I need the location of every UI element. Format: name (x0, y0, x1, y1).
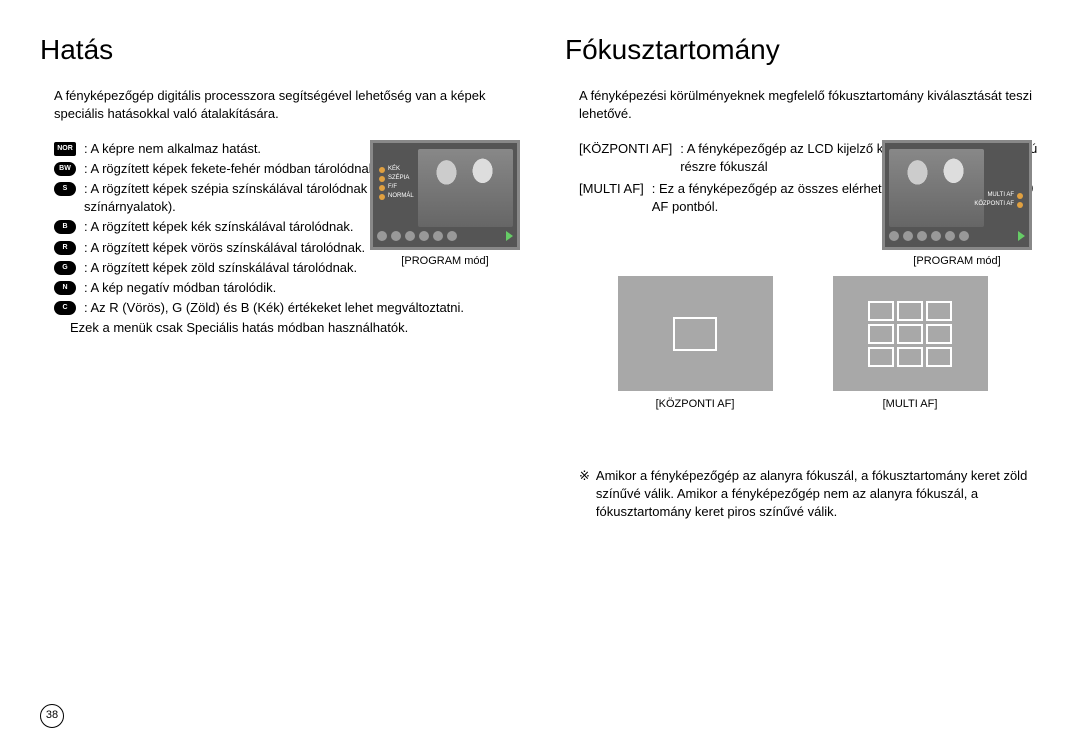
af-label: [KÖZPONTI AF] (579, 140, 672, 176)
left-intro: A fényképezőgép digitális processzora se… (40, 87, 515, 123)
lcd-photo-placeholder (889, 149, 984, 227)
effect-icon: BW (54, 162, 76, 176)
af-diagrams: [KÖZPONTI AF] [MULTI AF] (565, 276, 1040, 412)
mode-icon (959, 231, 969, 241)
play-icon (506, 231, 513, 241)
lcd-photo-placeholder (418, 149, 513, 227)
mode-icon (945, 231, 955, 241)
center-af-caption: [KÖZPONTI AF] (618, 397, 773, 412)
lcd-menu-item: NORMÁL (379, 192, 414, 201)
lcd-right-caption: [PROGRAM mód] (882, 254, 1032, 269)
effect-icon: N (54, 281, 76, 295)
lcd-menu-item: KÉK (379, 165, 414, 174)
effect-extra-line: Ezek a menük csak Speciális hatás módban… (70, 319, 515, 337)
lcd-left-menu: KÉKSZÉPIAF/FNORMÁL (379, 165, 414, 201)
center-af-rect (673, 317, 717, 351)
mode-icon (917, 231, 927, 241)
right-title: Fókusztartomány (565, 30, 1040, 69)
mode-icon (889, 231, 899, 241)
note-text: Amikor a fényképezőgép az alanyra fókusz… (596, 467, 1040, 522)
lcd-menu-item: SZÉPIA (379, 174, 414, 183)
effect-icon: NOR (54, 142, 76, 156)
effect-icon: S (54, 182, 76, 196)
left-title: Hatás (40, 30, 515, 69)
page-number: 38 (40, 704, 64, 728)
effect-icon: G (54, 261, 76, 275)
multi-af-caption: [MULTI AF] (833, 397, 988, 412)
effect-icon: B (54, 220, 76, 234)
focus-note: ※ Amikor a fényképezőgép az alanyra fóku… (565, 467, 1040, 522)
effect-row: C : Az R (Vörös), G (Zöld) és B (Kék) ért… (54, 299, 515, 317)
effect-icon: C (54, 301, 76, 315)
note-reference-mark: ※ (579, 467, 590, 522)
mode-icon (377, 231, 387, 241)
lcd-preview-right: MULTI AFKÖZPONTI AF [PROGRAM mód] (882, 140, 1032, 269)
lcd-right-menu: MULTI AFKÖZPONTI AF (974, 191, 1023, 209)
mode-icon (405, 231, 415, 241)
effect-desc: : Az R (Vörös), G (Zöld) és B (Kék) érté… (84, 299, 515, 317)
multi-af-grid (868, 301, 952, 367)
mode-icon (433, 231, 443, 241)
lcd-left-caption: [PROGRAM mód] (370, 254, 520, 269)
lcd-menu-item: F/F (379, 183, 414, 192)
mode-icon (419, 231, 429, 241)
mode-icon (447, 231, 457, 241)
effect-row: N : A kép negatív módban tárolódik. (54, 279, 515, 297)
mode-icon (903, 231, 913, 241)
left-column: Hatás A fényképezőgép digitális processz… (40, 30, 515, 521)
multi-af-diagram: [MULTI AF] (833, 276, 988, 412)
right-intro: A fényképezési körülményeknek megfelelő … (565, 87, 1040, 123)
lcd-menu-item: KÖZPONTI AF (974, 200, 1023, 209)
mode-icon (391, 231, 401, 241)
right-column: Fókusztartomány A fényképezési körülmény… (565, 30, 1040, 521)
af-label: [MULTI AF] (579, 180, 644, 216)
lcd-preview-left: KÉKSZÉPIAF/FNORMÁL [PROGRAM mód] (370, 140, 520, 269)
mode-icon (931, 231, 941, 241)
play-icon (1018, 231, 1025, 241)
lcd-menu-item: MULTI AF (974, 191, 1023, 200)
effect-icon: R (54, 241, 76, 255)
center-af-diagram: [KÖZPONTI AF] (618, 276, 773, 412)
effect-desc: : A kép negatív módban tárolódik. (84, 279, 515, 297)
